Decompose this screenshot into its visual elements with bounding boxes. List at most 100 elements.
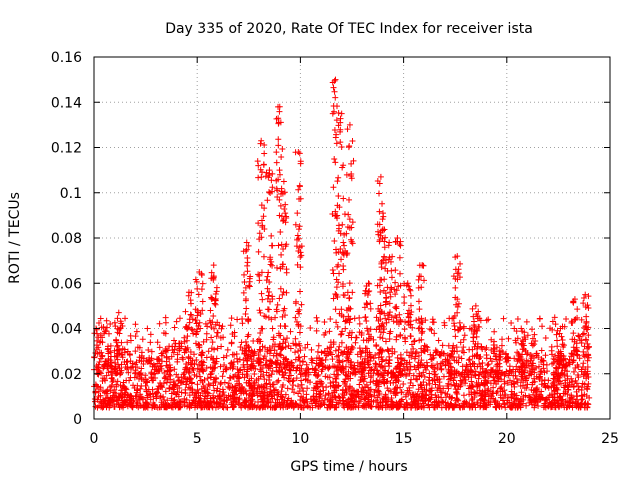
data-point bbox=[144, 379, 151, 386]
data-point bbox=[326, 328, 333, 335]
data-point bbox=[203, 330, 210, 337]
data-point bbox=[333, 131, 340, 138]
data-point bbox=[460, 344, 467, 351]
data-point bbox=[409, 324, 416, 331]
data-point bbox=[572, 377, 579, 384]
data-point bbox=[512, 402, 519, 409]
data-point bbox=[303, 396, 310, 403]
data-point bbox=[308, 346, 315, 353]
data-point bbox=[523, 351, 530, 358]
data-point bbox=[392, 279, 399, 286]
data-point bbox=[313, 327, 320, 334]
data-point bbox=[111, 366, 118, 373]
data-point bbox=[171, 366, 178, 373]
data-point bbox=[116, 330, 123, 337]
data-point bbox=[267, 404, 274, 411]
data-point bbox=[329, 110, 336, 117]
data-point bbox=[188, 402, 195, 409]
data-point bbox=[266, 350, 273, 357]
data-point bbox=[278, 213, 285, 220]
data-point bbox=[382, 234, 389, 241]
data-point bbox=[332, 208, 339, 215]
data-point bbox=[570, 368, 577, 375]
data-point bbox=[273, 149, 280, 156]
data-point bbox=[235, 369, 242, 376]
data-point bbox=[337, 331, 344, 338]
data-point bbox=[297, 371, 304, 378]
data-point bbox=[180, 371, 187, 378]
data-point bbox=[279, 145, 286, 152]
data-point bbox=[96, 339, 103, 346]
data-point bbox=[276, 295, 283, 302]
data-point bbox=[263, 369, 270, 376]
data-point bbox=[335, 174, 342, 181]
data-point bbox=[166, 385, 173, 392]
data-point bbox=[506, 377, 513, 384]
data-point bbox=[563, 315, 570, 322]
data-point bbox=[381, 396, 388, 403]
data-point bbox=[343, 372, 350, 379]
data-point bbox=[417, 273, 424, 280]
data-point bbox=[429, 355, 436, 362]
data-point bbox=[346, 294, 353, 301]
data-point bbox=[326, 374, 333, 381]
data-point bbox=[245, 394, 252, 401]
data-point bbox=[376, 282, 383, 289]
data-point bbox=[273, 185, 280, 192]
data-point bbox=[332, 347, 339, 354]
data-point bbox=[181, 334, 188, 341]
data-point bbox=[259, 343, 266, 350]
data-point bbox=[304, 341, 311, 348]
data-point bbox=[427, 351, 434, 358]
data-point bbox=[263, 385, 270, 392]
data-point bbox=[453, 344, 460, 351]
data-point bbox=[327, 380, 334, 387]
data-point bbox=[536, 374, 543, 381]
data-point bbox=[276, 196, 283, 203]
data-point bbox=[136, 357, 143, 364]
data-point bbox=[302, 375, 309, 382]
data-point bbox=[293, 342, 300, 349]
data-point bbox=[569, 351, 576, 358]
data-point bbox=[261, 353, 268, 360]
data-point bbox=[271, 392, 278, 399]
data-point bbox=[405, 390, 412, 397]
data-point bbox=[302, 344, 309, 351]
data-point bbox=[408, 376, 415, 383]
data-point bbox=[172, 390, 179, 397]
data-point bbox=[287, 367, 294, 374]
data-point bbox=[356, 329, 363, 336]
data-point bbox=[488, 358, 495, 365]
data-point bbox=[359, 371, 366, 378]
data-point bbox=[561, 323, 568, 330]
data-point bbox=[284, 335, 291, 342]
data-point bbox=[197, 311, 204, 318]
data-point bbox=[261, 150, 268, 157]
data-point bbox=[575, 386, 582, 393]
data-point bbox=[415, 284, 422, 291]
data-point bbox=[357, 353, 364, 360]
data-point bbox=[438, 404, 445, 411]
data-point bbox=[153, 366, 160, 373]
data-point bbox=[158, 383, 165, 390]
data-point bbox=[440, 385, 447, 392]
data-point bbox=[361, 396, 368, 403]
data-point bbox=[258, 234, 265, 241]
data-point bbox=[268, 177, 275, 184]
data-point bbox=[112, 323, 119, 330]
data-point bbox=[374, 178, 381, 185]
data-point bbox=[97, 355, 104, 362]
data-point bbox=[335, 371, 342, 378]
data-point bbox=[210, 262, 217, 269]
data-point bbox=[409, 350, 416, 357]
data-point bbox=[535, 363, 542, 370]
data-point bbox=[350, 157, 357, 164]
data-point bbox=[282, 201, 289, 208]
data-point bbox=[249, 384, 256, 391]
data-point bbox=[343, 307, 350, 314]
data-point bbox=[583, 318, 590, 325]
data-point bbox=[377, 334, 384, 341]
data-point bbox=[210, 273, 217, 280]
data-point bbox=[254, 403, 261, 410]
data-point bbox=[354, 359, 361, 366]
